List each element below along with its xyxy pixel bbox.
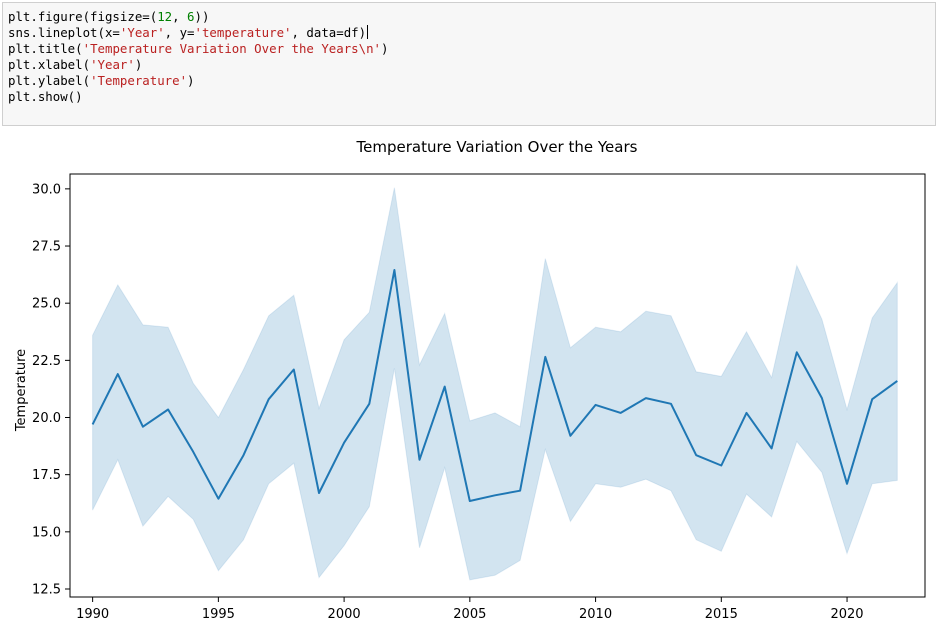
x-tick-label: 2020: [830, 607, 863, 622]
confidence-band: [92, 187, 898, 581]
text-cursor: [367, 25, 369, 39]
y-tick-label: 25.0: [32, 297, 61, 312]
code-token: 12: [157, 9, 173, 24]
plot-frame: [69, 173, 926, 598]
code-token: ): [134, 57, 143, 72]
code-editor[interactable]: plt.figure(figsize=(12, 6)) sns.lineplot(…: [8, 9, 388, 105]
y-tick-label: 20.0: [32, 411, 61, 426]
code-token: , data=df): [291, 25, 367, 40]
code-token: 'Year': [119, 25, 165, 40]
code-token: plt.show(): [8, 89, 83, 104]
code-token: 'temperature': [194, 25, 292, 40]
code-token: 'Temperature Variation Over the Years\n': [82, 41, 382, 56]
code-token: , y=: [164, 25, 195, 40]
code-line: sns.lineplot(x='Year', y='temperature', …: [8, 25, 388, 41]
line-chart: Temperature Variation Over the Years 199…: [14, 138, 926, 622]
x-tick-label: 1995: [202, 607, 235, 622]
code-token: ): [381, 41, 389, 56]
y-tick-label: 12.5: [32, 582, 61, 597]
code-token: sns.lineplot(x=: [8, 25, 120, 40]
code-token: ,: [172, 9, 188, 24]
cell-output: Temperature Variation Over the Years 199…: [0, 126, 940, 624]
code-token: )): [194, 9, 210, 24]
code-line: plt.ylabel('Temperature'): [8, 73, 388, 89]
code-cell[interactable]: plt.figure(figsize=(12, 6)) sns.lineplot(…: [2, 2, 936, 126]
code-token: plt.xlabel(: [8, 57, 91, 72]
code-token: 'Temperature': [90, 73, 188, 88]
series-line: [91, 269, 898, 502]
x-tick-label: 2000: [328, 607, 361, 622]
code-token: plt.title(: [8, 41, 83, 56]
x-tick-label: 2015: [705, 607, 738, 622]
y-tick-label: 22.5: [32, 354, 61, 369]
y-tick-label: 27.5: [32, 240, 61, 255]
code-line: plt.title('Temperature Variation Over th…: [8, 41, 388, 57]
x-tick-label: 2005: [453, 607, 486, 622]
y-tick-label: 17.5: [32, 468, 61, 483]
code-token: 6: [187, 9, 195, 24]
code-token: plt.figure(figsize=(: [8, 9, 158, 24]
y-tick-label: 15.0: [32, 525, 61, 540]
y-tick-label: 30.0: [32, 182, 61, 197]
chart-title: Temperature Variation Over the Years: [356, 138, 638, 156]
x-tick-label: 2010: [579, 607, 612, 622]
y-axis-label: Temperature: [14, 349, 29, 432]
code-token: ): [187, 73, 195, 88]
code-token: plt.ylabel(: [8, 73, 91, 88]
code-line: plt.figure(figsize=(12, 6)): [8, 9, 388, 25]
x-tick-label: 1990: [76, 607, 109, 622]
code-token: 'Year': [90, 57, 135, 72]
code-line: plt.xlabel('Year'): [8, 57, 388, 73]
code-line: plt.show(): [8, 89, 388, 105]
